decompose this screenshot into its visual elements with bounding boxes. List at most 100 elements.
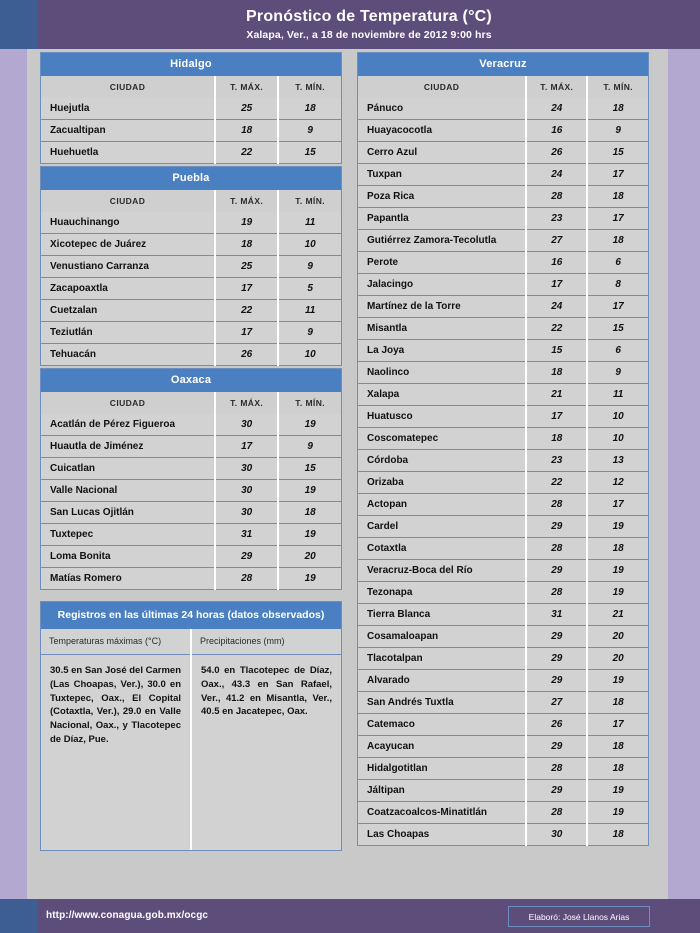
cell-tmax: 29 <box>526 559 589 582</box>
cell-tmin: 19 <box>278 567 342 590</box>
table-row: Jáltipan 29 19 <box>357 779 649 802</box>
state-name: Hidalgo <box>40 52 342 76</box>
cell-tmax: 29 <box>526 515 589 538</box>
cell-tmax: 25 <box>215 255 280 278</box>
cell-tmin: 19 <box>587 779 649 802</box>
table-row: Misantla 22 15 <box>357 317 649 340</box>
cell-tmax: 15 <box>526 339 589 362</box>
cell-tmax: 27 <box>526 691 589 714</box>
cell-tmax: 22 <box>526 317 589 340</box>
state-header-row: Oaxaca <box>40 368 342 392</box>
column-header-tmax: T. MÁX. <box>215 392 280 414</box>
cell-tmin: 17 <box>587 163 649 186</box>
footer-url-link[interactable]: http://www.conagua.gob.mx/ocgc <box>46 910 209 921</box>
cell-tmax: 29 <box>526 779 589 802</box>
cell-tmin: 19 <box>587 581 649 604</box>
cell-city: Teziutlán <box>40 321 217 344</box>
cell-tmin: 15 <box>587 141 649 164</box>
registros-table: Temperaturas máximas (°C) Precipitacione… <box>41 629 341 850</box>
cell-tmin: 18 <box>587 823 649 846</box>
right-column: Veracruz CIUDAD T. MÁX. T. MÍN. Pánuco 24… <box>357 52 649 848</box>
cell-city: Cosamaloapan <box>357 625 528 648</box>
state-name: Oaxaca <box>40 368 342 392</box>
cell-tmax: 27 <box>526 229 589 252</box>
state-header-row: Puebla <box>40 166 342 190</box>
cell-tmax: 18 <box>526 427 589 450</box>
table-row: Poza Rica 28 18 <box>357 185 649 208</box>
cell-tmin: 17 <box>587 295 649 318</box>
cell-tmin: 10 <box>278 233 342 256</box>
header-corner-accent <box>0 0 38 49</box>
cell-city: Huautla de Jiménez <box>40 435 217 458</box>
table-row: Orizaba 22 12 <box>357 471 649 494</box>
cell-tmax: 28 <box>526 185 589 208</box>
cell-tmax: 26 <box>215 343 280 366</box>
cell-city: Matías Romero <box>40 567 217 590</box>
cell-tmin: 18 <box>587 98 649 120</box>
cell-tmax: 29 <box>526 669 589 692</box>
cell-tmin: 18 <box>278 98 342 120</box>
table-row: Tuxtepec 31 19 <box>40 523 342 546</box>
table-row: Martínez de la Torre 24 17 <box>357 295 649 318</box>
cell-tmin: 15 <box>278 141 342 164</box>
table-row: Coatzacoalcos-Minatitlán 28 19 <box>357 801 649 824</box>
cell-city: Xalapa <box>357 383 528 406</box>
cell-tmin: 12 <box>587 471 649 494</box>
cell-tmin: 18 <box>587 229 649 252</box>
table-row: Naolinco 18 9 <box>357 361 649 384</box>
cell-city: Veracruz-Boca del Río <box>357 559 528 582</box>
cell-city: Perote <box>357 251 528 274</box>
cell-tmin: 5 <box>278 277 342 300</box>
cell-tmax: 17 <box>215 435 280 458</box>
footer-credit-text: Elaboró: José Llanos Arias <box>528 911 630 922</box>
column-header-tmax: T. MÁX. <box>215 76 280 98</box>
column-header-tmin: T. MÍN. <box>278 76 342 98</box>
cell-city: La Joya <box>357 339 528 362</box>
table-row: Huejutla 25 18 <box>40 98 342 120</box>
cell-tmax: 29 <box>215 545 280 568</box>
cell-city: Coscomatepec <box>357 427 528 450</box>
column-header-row: CIUDAD T. MÁX. T. MÍN. <box>357 76 649 98</box>
cell-tmin: 18 <box>278 501 342 524</box>
cell-tmax: 19 <box>215 212 280 234</box>
cell-city: Huauchinango <box>40 212 217 234</box>
cell-tmin: 20 <box>587 647 649 670</box>
cell-tmax: 24 <box>526 163 589 186</box>
cell-tmax: 18 <box>215 233 280 256</box>
cell-tmin: 11 <box>278 212 342 234</box>
table-row: San Lucas Ojitlán 30 18 <box>40 501 342 524</box>
cell-tmax: 28 <box>526 537 589 560</box>
cell-tmin: 19 <box>278 523 342 546</box>
table-oaxaca-body: Oaxaca CIUDAD T. MÁX. T. MÍN. <box>40 368 342 414</box>
table-row: Matías Romero 28 19 <box>40 567 342 590</box>
table-row: San Andrés Tuxtla 27 18 <box>357 691 649 714</box>
table-row: Tlacotalpan 29 20 <box>357 647 649 670</box>
cell-city: Coatzacoalcos-Minatitlán <box>357 801 528 824</box>
cell-city: Hidalgotitlan <box>357 757 528 780</box>
cell-tmax: 22 <box>215 141 280 164</box>
registros-tmax-text: 30.5 en San José del Carmen (Las Choapas… <box>41 654 192 850</box>
cell-tmin: 18 <box>587 757 649 780</box>
cell-city: San Andrés Tuxtla <box>357 691 528 714</box>
table-row: Huehuetla 22 15 <box>40 141 342 164</box>
cell-tmax: 28 <box>526 493 589 516</box>
table-row: Jalacingo 17 8 <box>357 273 649 296</box>
table-row: Acayucan 29 18 <box>357 735 649 758</box>
cell-tmin: 21 <box>587 603 649 626</box>
cell-tmin: 19 <box>278 414 342 436</box>
cell-city: Cerro Azul <box>357 141 528 164</box>
table-row: Cosamaloapan 29 20 <box>357 625 649 648</box>
table-hidalgo-rows: Huejutla 25 18 Zacualtipan 18 9 Huehuetla 22 15 <box>40 98 342 164</box>
cell-tmax: 25 <box>215 98 280 120</box>
cell-tmax: 24 <box>526 295 589 318</box>
cell-city: Huatusco <box>357 405 528 428</box>
table-row: Las Choapas 30 18 <box>357 823 649 846</box>
table-hidalgo-body: Hidalgo CIUDAD T. MÁX. T. MÍN. <box>40 52 342 98</box>
cell-city: Papantla <box>357 207 528 230</box>
cell-tmax: 26 <box>526 713 589 736</box>
table-row: Veracruz-Boca del Río 29 19 <box>357 559 649 582</box>
table-row: Hidalgotitlan 28 18 <box>357 757 649 780</box>
cell-city: Huejutla <box>40 98 217 120</box>
cell-tmin: 6 <box>587 339 649 362</box>
